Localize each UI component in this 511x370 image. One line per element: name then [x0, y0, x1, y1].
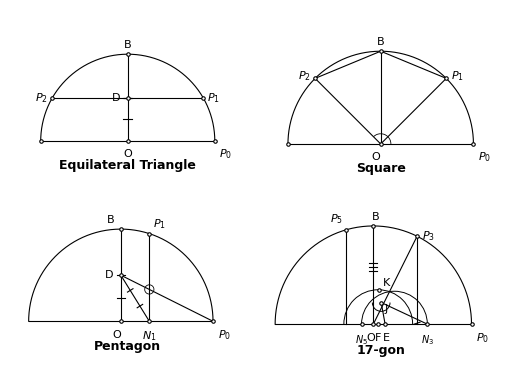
Text: $P_2$: $P_2$ [35, 91, 48, 105]
Text: $P_5$: $P_5$ [330, 212, 342, 226]
Text: O: O [366, 333, 375, 343]
Text: B: B [107, 215, 114, 225]
Text: Pentagon: Pentagon [94, 340, 161, 353]
Text: E: E [383, 333, 389, 343]
Text: $P_1$: $P_1$ [207, 91, 220, 105]
Text: $P_1$: $P_1$ [451, 70, 464, 83]
Text: $P_1$: $P_1$ [153, 217, 166, 231]
Text: B: B [371, 212, 379, 222]
Text: 17-gon: 17-gon [356, 344, 405, 357]
Text: O: O [371, 152, 380, 162]
Text: $P_0$: $P_0$ [219, 147, 232, 161]
Text: $P_0$: $P_0$ [478, 151, 491, 164]
Text: F: F [375, 333, 381, 343]
Text: $N_1$: $N_1$ [142, 330, 156, 343]
Text: $P_0$: $P_0$ [218, 328, 230, 342]
Text: B: B [377, 37, 384, 47]
Text: O: O [123, 149, 132, 159]
Text: $P_0$: $P_0$ [476, 331, 490, 345]
Text: K: K [383, 278, 390, 288]
Text: O: O [113, 330, 122, 340]
Text: $N_3$: $N_3$ [421, 333, 434, 347]
Text: Equilateral Triangle: Equilateral Triangle [59, 159, 196, 172]
Text: $P_3$: $P_3$ [422, 229, 435, 243]
Text: $P_2$: $P_2$ [297, 70, 311, 83]
Text: Square: Square [356, 162, 406, 175]
Text: $N_5$: $N_5$ [355, 333, 368, 347]
Text: D: D [105, 270, 113, 280]
Text: B: B [124, 40, 131, 50]
Text: D: D [112, 93, 121, 103]
Text: J: J [384, 303, 387, 313]
